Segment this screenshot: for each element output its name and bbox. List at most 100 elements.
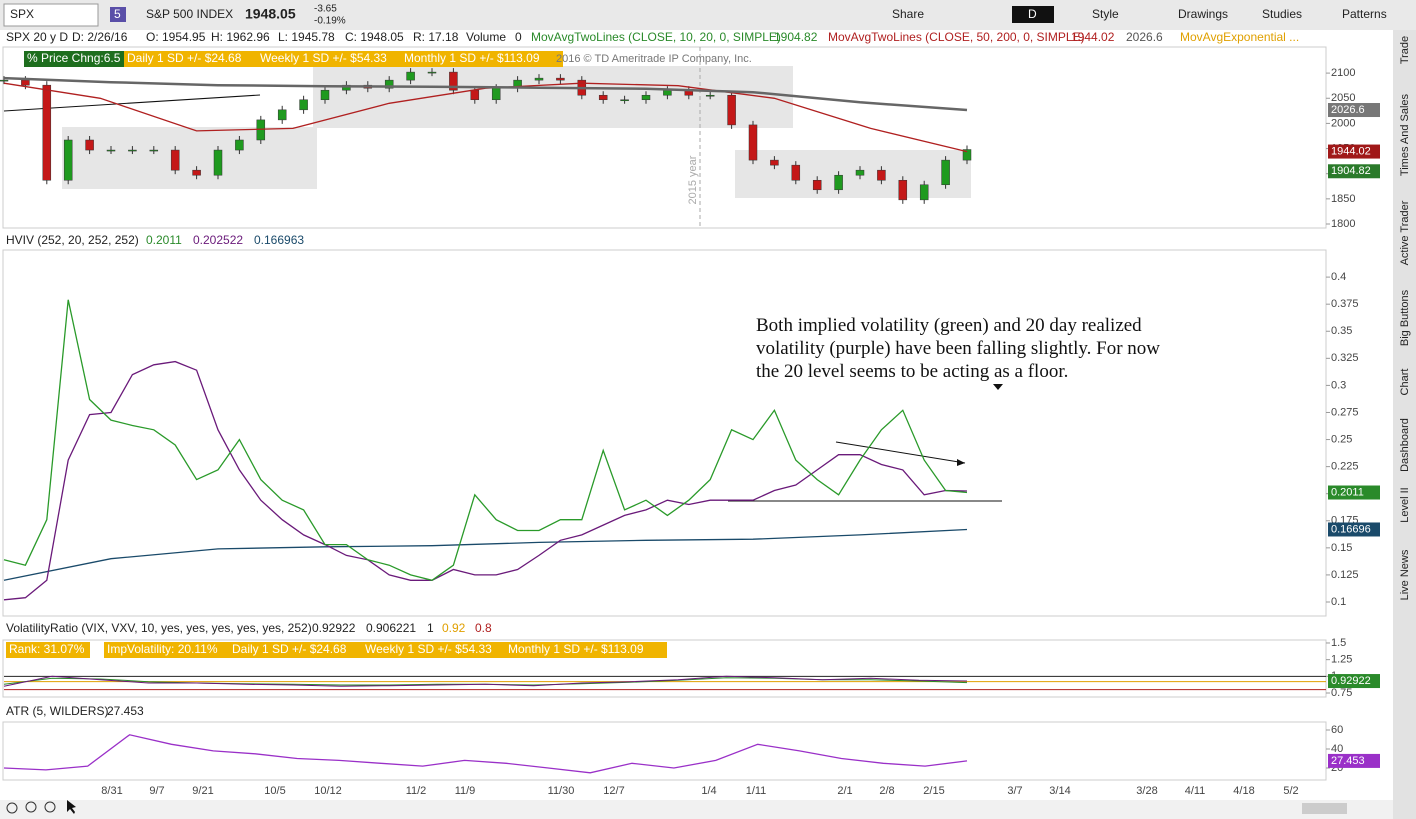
study-value: 0.2011 (146, 233, 182, 247)
atr-badge: 27.453 (1331, 755, 1365, 767)
header-item: Volume (466, 30, 506, 44)
x-tick-label: 9/21 (192, 785, 213, 797)
y-tick-label: 0.325 (1331, 352, 1359, 364)
symbol[interactable]: SPX (10, 7, 34, 21)
toolbar-button[interactable]: Drawings (1178, 7, 1228, 21)
candle (727, 94, 736, 126)
candle (106, 149, 116, 152)
side-tab[interactable]: Times And Sales (1399, 93, 1411, 176)
toolbar-button[interactable]: Share (892, 7, 924, 21)
side-tab[interactable]: Chart (1399, 369, 1411, 396)
vr-label: Daily 1 SD +/- $24.68 (232, 642, 347, 656)
study-title: HVIV (252, 20, 252, 252) (6, 233, 139, 247)
hviv-frame (2, 249, 1327, 617)
side-tab[interactable]: Active Trader (1399, 200, 1411, 265)
annotation: volatility (purple) have been falling sl… (756, 338, 1160, 359)
timeframe[interactable]: D (1028, 7, 1037, 21)
candle (470, 89, 480, 101)
y-tick-label: 2100 (1331, 67, 1355, 79)
ma200-badge: 2026.6 (1331, 104, 1365, 116)
y-tick-label: 0.75 (1331, 687, 1352, 699)
sd-label: Daily 1 SD +/- $24.68 (127, 51, 242, 65)
candle (941, 159, 950, 186)
y-tick-label: 1850 (1331, 193, 1355, 205)
toolbar-button[interactable]: Style (1092, 7, 1119, 21)
candle (748, 124, 758, 161)
x-tick-label: 5/2 (1283, 785, 1298, 797)
header-item: O: 1954.95 (146, 30, 206, 44)
study-value: 0.166963 (254, 233, 304, 247)
caret (993, 384, 1003, 390)
arrow-head (957, 459, 965, 466)
side-tab[interactable]: Level II (1399, 487, 1411, 522)
x-tick-label: 8/31 (101, 785, 122, 797)
candle (491, 87, 501, 101)
y-tick-label: 1.5 (1331, 637, 1346, 649)
annotation-arrow (835, 441, 966, 464)
x-tick-label: 4/11 (1185, 785, 1206, 797)
candle (534, 77, 544, 81)
side-tab[interactable]: Dashboard (1399, 418, 1411, 472)
zoom-icon[interactable] (6, 802, 18, 814)
x-tick-label: 3/28 (1136, 785, 1157, 797)
header-item: L: 1945.78 (278, 30, 335, 44)
study-value: 0.92 (442, 621, 466, 635)
y-tick-label: 0.15 (1331, 542, 1352, 554)
candle (962, 149, 972, 161)
x-tick-label: 2/8 (879, 785, 894, 797)
candle (641, 94, 651, 101)
candle (277, 109, 287, 121)
study-label: MovAvgTwoLines (CLOSE, 50, 200, 0, SIMPL… (828, 30, 1085, 44)
y-tick-label: 0.35 (1331, 325, 1352, 337)
atr-line (3, 734, 968, 774)
x-tick-label: 11/2 (406, 785, 427, 797)
badge-bg (110, 7, 126, 22)
y-tick-label: 40 (1331, 743, 1343, 755)
sd-label-bg (257, 51, 406, 67)
symbol-box[interactable] (3, 3, 99, 27)
iv-long-badge-bg (1328, 522, 1380, 537)
y-tick-label: 0.1 (1331, 596, 1346, 608)
y-tick-label: 0.4 (1331, 271, 1346, 283)
study-value: 1 (427, 621, 434, 635)
annotation: Both implied volatility (green) and 20 d… (756, 315, 1142, 336)
range-box (735, 150, 971, 198)
x-tick-label: 10/12 (314, 785, 342, 797)
zoom-in[interactable] (25, 801, 37, 813)
candle (663, 89, 672, 96)
zoom-out[interactable] (44, 801, 56, 813)
candle (449, 71, 458, 91)
x-tick-label: 3/14 (1049, 785, 1070, 797)
timeframe-bg (1012, 6, 1054, 23)
side-tab[interactable]: Live News (1399, 549, 1411, 600)
side-bar (1393, 30, 1416, 819)
side-tab[interactable]: Trade (1399, 36, 1411, 64)
atr-frame (2, 721, 1327, 781)
candle (855, 169, 865, 176)
toolbar-button[interactable]: Studies (1262, 7, 1302, 21)
study-value: 0.202522 (193, 233, 243, 247)
scrollbar[interactable] (1302, 803, 1347, 814)
candle (406, 71, 415, 81)
study-value: 27.453 (107, 704, 144, 718)
toolbar-button[interactable]: Patterns (1342, 7, 1387, 21)
annotation: the 20 level seems to be acting as a flo… (756, 361, 1068, 382)
y-tick-label: 0.125 (1331, 569, 1359, 581)
price-change-label-bg (24, 51, 134, 67)
copyright: 2016 © TD Ameritrade IP Company, Inc. (556, 53, 752, 65)
candle (170, 149, 180, 171)
cursor-tool[interactable] (67, 800, 76, 814)
x-tick-label: 4/18 (1233, 785, 1254, 797)
range-box (313, 66, 793, 128)
x-tick-label: 12/7 (603, 785, 624, 797)
ratio-line (3, 675, 968, 687)
sd-label-bg (401, 51, 563, 67)
ma200-badge-bg (1328, 103, 1380, 118)
candle (556, 77, 565, 81)
vr-label-bg (505, 642, 667, 658)
x-tick-label: 10/5 (264, 785, 285, 797)
y-tick-label: 0.225 (1331, 461, 1359, 473)
side-tab[interactable]: Big Buttons (1399, 289, 1411, 346)
iv-badge: 0.2011 (1331, 486, 1364, 498)
